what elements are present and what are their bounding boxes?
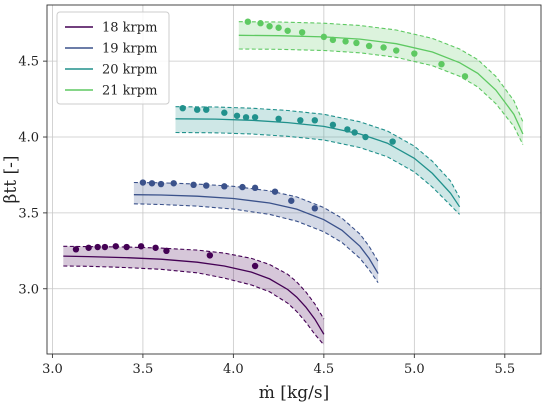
uncertainty-band bbox=[238, 21, 523, 145]
data-point bbox=[344, 126, 351, 133]
series-4 bbox=[238, 18, 524, 145]
lower-bound-line bbox=[133, 203, 379, 284]
data-point bbox=[393, 47, 400, 54]
data-point bbox=[170, 180, 177, 187]
data-point bbox=[251, 114, 259, 121]
data-point bbox=[148, 180, 156, 187]
uncertainty-band bbox=[175, 106, 460, 215]
data-point bbox=[139, 179, 147, 186]
data-point bbox=[311, 117, 319, 124]
data-point bbox=[461, 73, 469, 80]
series-line bbox=[175, 118, 461, 208]
data-point bbox=[342, 38, 349, 45]
data-point bbox=[351, 129, 358, 136]
x-tick-label: 4.5 bbox=[314, 362, 335, 377]
data-point bbox=[163, 247, 170, 255]
data-point bbox=[137, 243, 145, 250]
upper-bound-line bbox=[238, 21, 524, 123]
legend: 18 krpm 19 krpm 20 krpm 21 krpm bbox=[56, 11, 170, 105]
data-point bbox=[193, 106, 201, 113]
series-3 bbox=[175, 104, 461, 215]
x-axis-label: ṁ [kg/s] bbox=[259, 383, 329, 403]
data-point bbox=[320, 33, 328, 41]
data-point bbox=[297, 117, 304, 124]
data-point bbox=[152, 244, 159, 251]
data-point bbox=[329, 36, 337, 44]
data-point bbox=[179, 104, 186, 112]
data-point bbox=[72, 246, 80, 253]
data-point bbox=[298, 29, 306, 36]
x-tick-label: 4.0 bbox=[223, 362, 244, 377]
series-line bbox=[133, 194, 379, 274]
legend-box bbox=[56, 11, 170, 105]
series-line bbox=[63, 255, 325, 335]
series-1 bbox=[63, 243, 325, 346]
data-point bbox=[275, 24, 282, 31]
data-point bbox=[203, 182, 210, 189]
data-point bbox=[362, 133, 369, 141]
data-point bbox=[288, 197, 295, 204]
axis-ticks: 3.0 3.5 4.0 4.5 5.0 5.5 3.0 3.5 4.0 4.5 bbox=[18, 55, 515, 377]
plot-frame bbox=[46, 4, 542, 355]
legend-label: 18 krpm bbox=[102, 21, 157, 36]
x-tick-label: 3.5 bbox=[133, 362, 154, 377]
series-line bbox=[238, 34, 524, 135]
lower-bound-line bbox=[63, 265, 325, 346]
legend-label: 21 krpm bbox=[102, 84, 157, 99]
lower-bound-line bbox=[175, 131, 460, 215]
data-point bbox=[85, 244, 92, 251]
data-point bbox=[411, 50, 418, 57]
data-point bbox=[311, 205, 319, 212]
data-point bbox=[266, 23, 273, 30]
data-point bbox=[242, 114, 250, 121]
data-point bbox=[239, 183, 246, 191]
series-group bbox=[63, 18, 524, 346]
data-point bbox=[365, 42, 373, 50]
y-tick-label: 4.5 bbox=[18, 55, 39, 70]
y-axis-label: βtt [-] bbox=[1, 156, 21, 204]
y-tick-label: 3.5 bbox=[18, 206, 39, 221]
x-tick-label: 5.5 bbox=[494, 362, 515, 377]
data-point bbox=[380, 44, 387, 51]
legend-label: 20 krpm bbox=[102, 63, 157, 78]
y-tick-label: 4.0 bbox=[18, 131, 39, 146]
legend-label: 19 krpm bbox=[102, 42, 157, 57]
y-tick-label: 3.0 bbox=[18, 282, 39, 297]
data-point bbox=[157, 180, 165, 188]
series-2 bbox=[133, 179, 379, 284]
data-point bbox=[389, 138, 396, 145]
data-point bbox=[251, 184, 259, 192]
data-point bbox=[329, 121, 337, 129]
data-point bbox=[251, 262, 259, 270]
uncertainty-band bbox=[63, 246, 324, 345]
data-point bbox=[284, 27, 291, 34]
data-point bbox=[438, 60, 445, 68]
data-point bbox=[94, 243, 101, 251]
data-point bbox=[221, 109, 228, 116]
data-point bbox=[275, 115, 282, 123]
data-point bbox=[271, 188, 279, 195]
data-point bbox=[257, 20, 264, 27]
data-point bbox=[353, 39, 360, 47]
data-point bbox=[112, 243, 119, 250]
upper-bound-line bbox=[175, 106, 461, 198]
data-point bbox=[101, 243, 109, 251]
data-point bbox=[123, 243, 130, 251]
data-point bbox=[206, 252, 214, 259]
x-tick-label: 5.0 bbox=[404, 362, 425, 377]
x-tick-label: 3.0 bbox=[42, 362, 63, 377]
data-point bbox=[221, 183, 228, 190]
data-point bbox=[244, 18, 252, 25]
data-point bbox=[203, 106, 210, 113]
data-point bbox=[190, 181, 197, 189]
data-point bbox=[233, 112, 241, 119]
upper-bound-line bbox=[133, 181, 379, 262]
